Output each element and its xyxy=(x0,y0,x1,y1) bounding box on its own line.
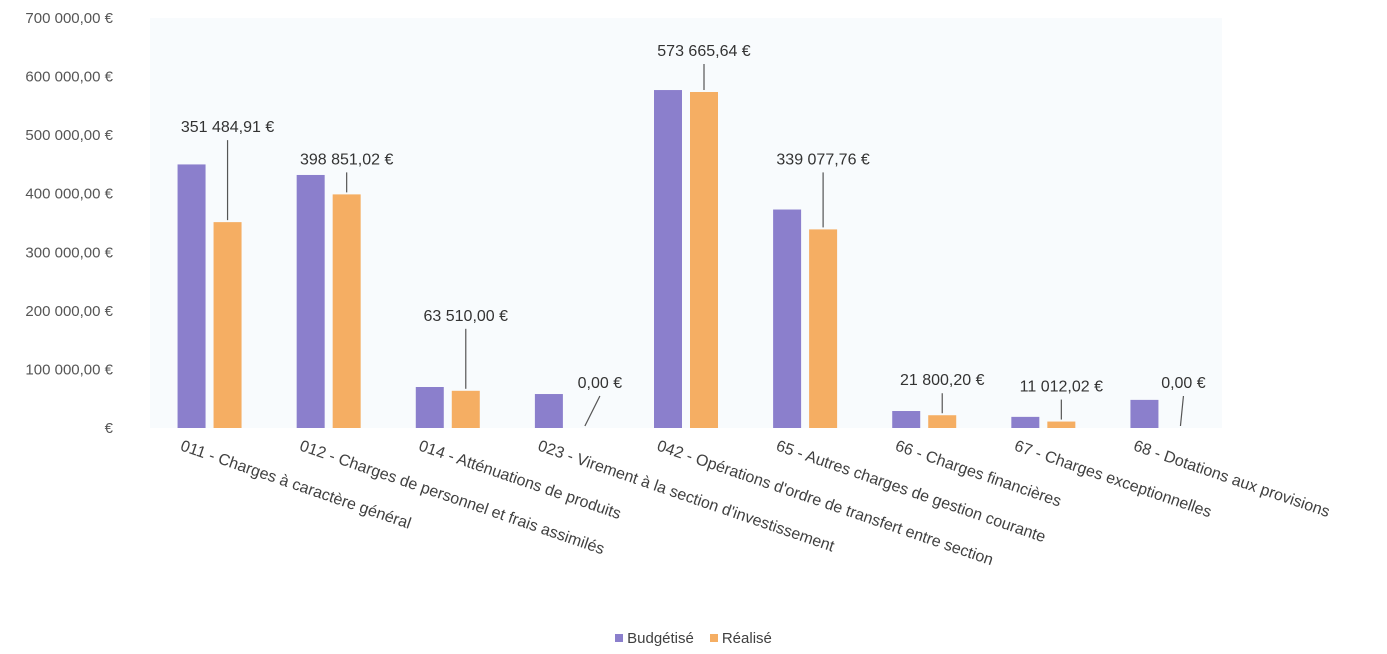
data-label-realise: 21 800,20 € xyxy=(900,372,985,389)
bar-chart: €100 000,00 € 200 000,00 € 300 000,00 € 400… xyxy=(25,10,1332,569)
y-tick-label: 500 000,00 € xyxy=(25,127,113,144)
y-tick-label: 700 000,00 € xyxy=(25,10,113,27)
legend-item-budgetise: Budgétisé xyxy=(615,630,694,647)
x-category-label: 67 - Charges exceptionnelles xyxy=(1012,438,1213,522)
bar-realise xyxy=(213,222,242,428)
data-label-realise: 0,00 € xyxy=(1161,375,1206,392)
data-label-realise: 351 484,91 € xyxy=(181,119,275,136)
y-tick-label: 600 000,00 € xyxy=(25,69,113,86)
y-tick-label: 100 000,00 € xyxy=(25,361,113,378)
y-tick-label: 200 000,00 € xyxy=(25,303,113,320)
data-label-realise: 11 012,02 € xyxy=(1020,379,1103,396)
legend-swatch-budgetise xyxy=(615,634,624,642)
data-label-realise: 573 665,64 € xyxy=(657,43,751,60)
x-category-label: 011 - Charges à caractère général xyxy=(178,438,413,533)
leader-line xyxy=(1179,395,1185,427)
bar-budgetise xyxy=(534,394,563,428)
bar-budgetise xyxy=(296,174,325,428)
legend-label-budgetise: Budgétisé xyxy=(627,629,694,647)
bar-budgetise xyxy=(773,209,802,428)
legend-item-realise: Réalisé xyxy=(709,629,772,647)
data-labels: 351 484,91 € 398 851,02 € 63 510,00 € 0,00 … xyxy=(181,43,1206,396)
bar-realise xyxy=(332,194,361,428)
bar-realise xyxy=(928,415,957,428)
y-tick-label: € xyxy=(105,420,114,437)
legend-label-realise: Réalisé xyxy=(721,629,772,647)
y-axis: €100 000,00 € 200 000,00 € 300 000,00 € 400… xyxy=(25,10,113,437)
bars xyxy=(177,90,1159,429)
plot-area-background xyxy=(150,18,1222,428)
data-label-realise: 398 851,02 € xyxy=(300,151,394,168)
bar-budgetise xyxy=(654,90,682,429)
y-tick-label: 300 000,00 € xyxy=(25,244,113,261)
bar-budgetise xyxy=(177,164,206,428)
bar-budgetise xyxy=(1130,399,1159,428)
x-category-label: 68 - Dotations aux provisions xyxy=(1131,438,1332,521)
data-label-realise: 339 077,76 € xyxy=(776,151,870,168)
x-category-label: 014 - Atténuations de produits xyxy=(416,438,623,523)
bar-realise xyxy=(451,390,480,428)
bar-budgetise xyxy=(1011,416,1040,428)
bar-realise xyxy=(690,91,718,428)
data-label-realise: 63 510,00 € xyxy=(424,308,509,325)
bar-budgetise xyxy=(892,411,921,428)
leader-line xyxy=(584,395,601,427)
y-tick-label: 400 000,00 € xyxy=(25,186,113,203)
data-label-leaders xyxy=(226,63,1185,427)
legend-swatch-realise xyxy=(709,634,718,642)
legend: Budgétisé Réalisé xyxy=(0,626,1387,650)
bar-realise xyxy=(809,229,838,428)
data-label-realise: 0,00 € xyxy=(578,375,623,392)
bar-realise xyxy=(1047,421,1076,428)
bar-budgetise xyxy=(415,387,444,428)
